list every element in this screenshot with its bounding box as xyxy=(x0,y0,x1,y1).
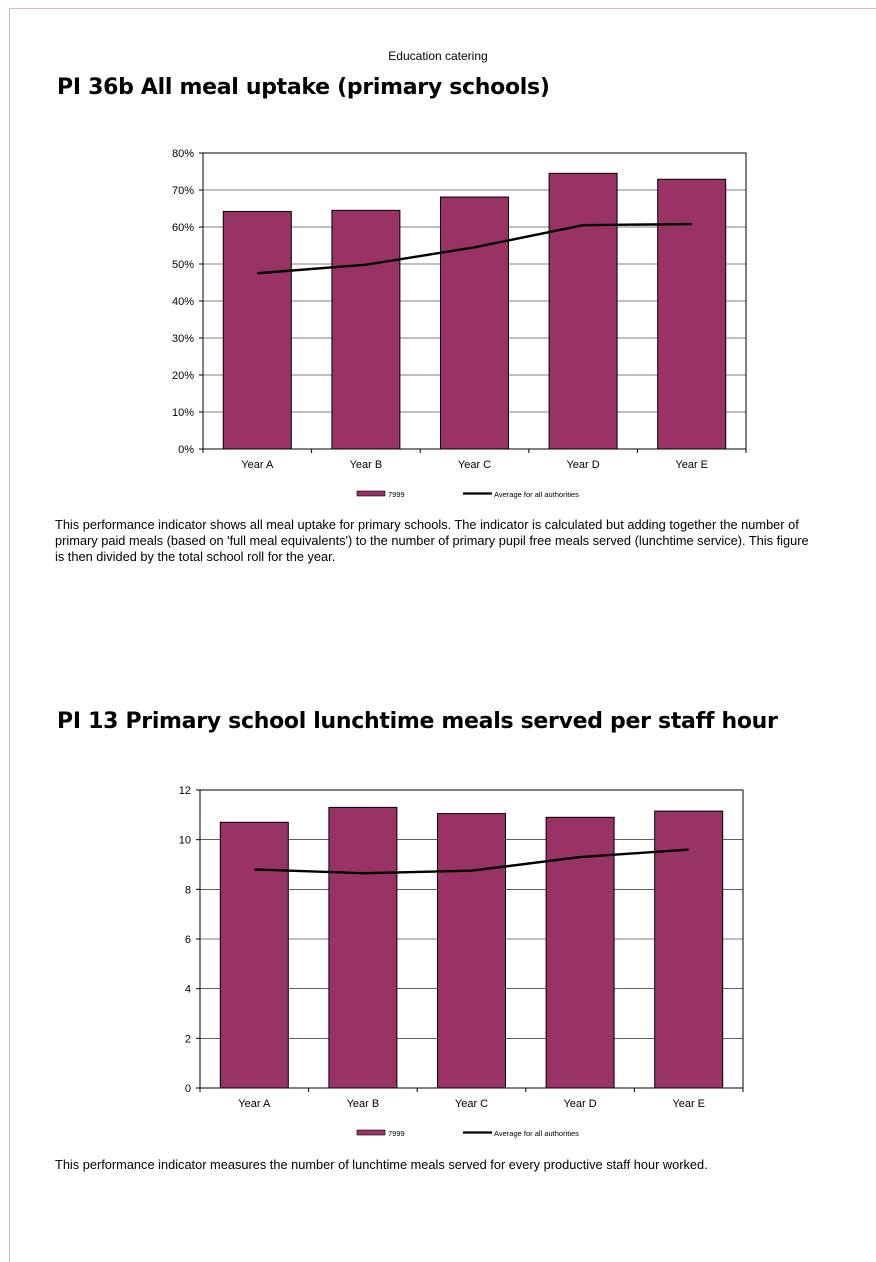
y-tick-label: 40% xyxy=(172,296,194,308)
x-tick-label: Year C xyxy=(458,459,491,471)
legend-swatch-7999 xyxy=(356,1129,386,1136)
bar-7999-1 xyxy=(328,806,398,1089)
x-tick-label: Year E xyxy=(675,459,708,471)
y-tick-label: 60% xyxy=(172,222,194,234)
plot-border xyxy=(199,789,744,1089)
y-tick-label: 20% xyxy=(172,370,194,382)
x-tick-label: Year E xyxy=(672,1098,705,1110)
description-pi36b: This performance indicator shows all mea… xyxy=(55,517,809,564)
bar-7999-4 xyxy=(657,178,727,450)
chart-meal-uptake: 0% 10% 20% 30% 40% 50% 60% 70% 80% Year A Year B Ye… xyxy=(172,148,747,499)
y-tick-label: 2 xyxy=(185,1033,191,1045)
y-tick-label: 6 xyxy=(185,934,191,946)
page-border-left xyxy=(9,8,10,1262)
y-tick-label: 80% xyxy=(172,148,194,160)
legend-swatch-7999 xyxy=(356,490,386,497)
bar-7999-2 xyxy=(437,813,506,1089)
y-tick-label: 0 xyxy=(185,1083,191,1095)
legend-label-7999: 7999 xyxy=(388,490,405,499)
x-tick-label: Year C xyxy=(455,1098,488,1110)
plot-border xyxy=(202,152,747,450)
y-tick-label: 8 xyxy=(185,884,191,896)
x-tick-label: Year B xyxy=(347,1098,380,1110)
x-tick-label: Year D xyxy=(566,459,599,471)
legend-label-7999: 7999 xyxy=(388,1129,405,1138)
page-header: Education catering xyxy=(388,49,488,63)
legend-label-average: Average for all authorities xyxy=(494,490,579,499)
bar-7999-3 xyxy=(545,816,615,1089)
y-tick-label: 12 xyxy=(179,785,191,797)
y-tick-label: 4 xyxy=(185,984,191,996)
section-title-pi13: PI 13 Primary school lunchtime meals ser… xyxy=(57,709,778,734)
bar-7999-4 xyxy=(654,810,724,1089)
bar-7999-3 xyxy=(548,172,618,450)
y-tick-label: 10 xyxy=(179,835,191,847)
y-tick-label: 0% xyxy=(178,444,194,456)
section-title-pi36b: PI 36b All meal uptake (primary schools) xyxy=(57,75,550,100)
description-pi13: This performance indicator measures the … xyxy=(55,1157,708,1172)
bar-7999-2 xyxy=(440,196,509,450)
x-tick-label: Year B xyxy=(350,459,383,471)
x-tick-label: Year A xyxy=(238,1098,271,1110)
page-border-top xyxy=(9,8,876,9)
y-tick-label: 10% xyxy=(172,407,194,419)
bar-7999-0 xyxy=(219,821,289,1089)
y-tick-label: 30% xyxy=(172,333,194,345)
x-tick-label: Year D xyxy=(563,1098,596,1110)
y-tick-label: 70% xyxy=(172,185,194,197)
chart-meals-per-staff-hour: 0 2 4 6 8 10 12 Year A Year B Year C Year D Year E 7… xyxy=(179,785,744,1138)
bar-7999-0 xyxy=(222,210,292,450)
x-tick-label: Year A xyxy=(241,459,274,471)
bar-7999-1 xyxy=(331,209,401,450)
legend-label-average: Average for all authorities xyxy=(494,1129,579,1138)
y-tick-label: 50% xyxy=(172,259,194,271)
